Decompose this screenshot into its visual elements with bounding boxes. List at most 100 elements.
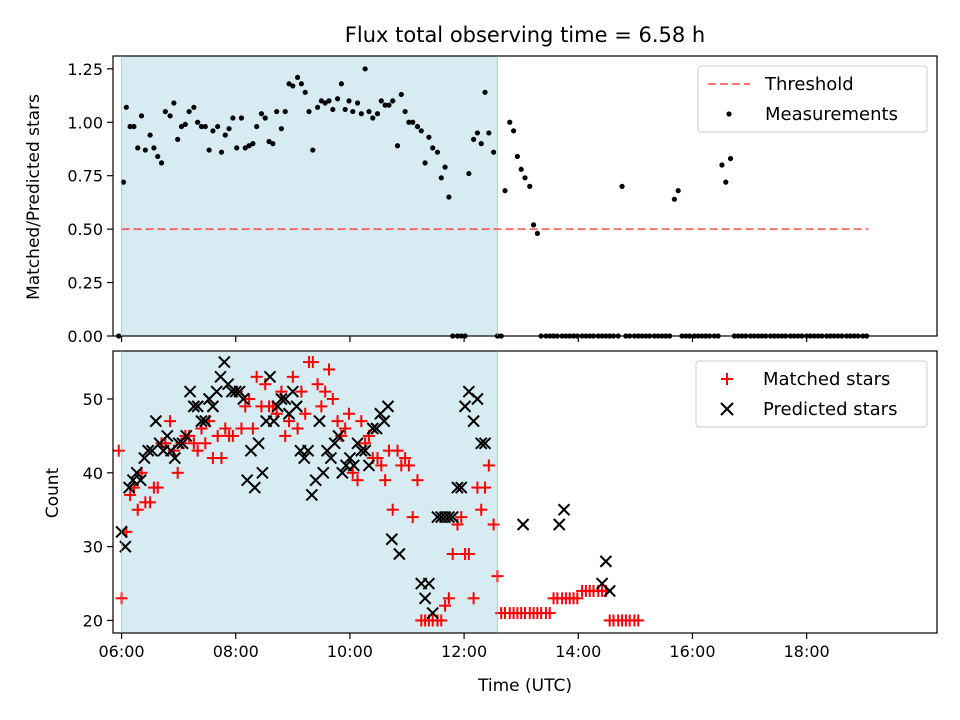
measurement-point (182, 121, 188, 127)
x-tick-label: 16:00 (669, 642, 715, 661)
measurement-point (310, 147, 316, 153)
measurement-point (123, 104, 129, 110)
measurement-point (322, 100, 328, 106)
measurement-point (120, 179, 127, 185)
measurement-point (171, 100, 177, 106)
measurement-point (338, 81, 344, 87)
x-tick-label: 06:00 (99, 642, 145, 661)
predicted-star-point (377, 414, 391, 428)
bottom-y-ticks: 20 30 40 50 (83, 390, 113, 630)
predicted-star-point (149, 414, 163, 428)
matched-star-point (455, 511, 468, 524)
predicted-star-point (553, 518, 566, 531)
measurement-point (390, 98, 396, 104)
matched-star-point (355, 415, 368, 428)
measurement-point (274, 108, 280, 115)
predicted-star-point (381, 400, 395, 413)
measurement-point (270, 141, 276, 147)
predicted-star-point (301, 444, 315, 457)
measurement-point (210, 128, 216, 134)
measurement-point (191, 104, 197, 110)
measurement-point (290, 83, 296, 89)
predicted-star-point (426, 606, 439, 620)
x-tick-label: 10:00 (327, 642, 373, 661)
y-tick-label: 50 (83, 390, 103, 409)
measurement-point (346, 98, 352, 104)
measurement-point (238, 115, 245, 121)
measurement-point (518, 166, 524, 172)
y-tick-label: 1.00 (67, 113, 103, 132)
predicted-star-point (446, 510, 459, 524)
matched-star-point (279, 429, 292, 442)
matched-star-point (351, 474, 364, 487)
matched-star-point (406, 511, 419, 524)
predicted-star-point (458, 400, 472, 413)
matched-star-point (322, 363, 335, 376)
measurement-point (234, 145, 240, 151)
predicted-star-point (237, 392, 250, 406)
measurement-point (258, 111, 265, 117)
matched-star-point (291, 422, 304, 435)
matched-star-point (411, 474, 424, 487)
measurement-point (314, 104, 321, 110)
matched-star-point (479, 481, 492, 494)
measurement-point (358, 111, 364, 117)
measurement-point (262, 115, 268, 121)
measurement-point (167, 113, 173, 119)
measurement-point (334, 96, 341, 102)
measurement-point (530, 222, 537, 228)
measurement-point (175, 136, 181, 142)
measurement-point (466, 170, 472, 177)
measurement-point (151, 145, 157, 151)
predicted-star-point (336, 466, 349, 480)
matched-star-point (399, 452, 412, 465)
measurement-point (215, 123, 221, 130)
matched-star-point (342, 407, 355, 420)
measurement-point (366, 108, 372, 115)
measurement-point (155, 153, 161, 160)
matched-star-point (283, 415, 296, 428)
predicted-star-point (130, 466, 143, 480)
legend-predicted-label: Predicted stars (763, 399, 897, 420)
matched-star-point (239, 400, 252, 413)
predicted-star-point (475, 437, 488, 450)
predicted-star-point (478, 437, 492, 450)
predicted-star-point (362, 459, 376, 472)
measurement-point (226, 126, 232, 132)
measurement-point (422, 160, 428, 166)
predicted-star-point (603, 584, 616, 598)
predicted-star-point (180, 429, 193, 443)
predicted-star-point (471, 392, 484, 406)
matched-star-point (375, 459, 388, 472)
legend-measurements-label: Measurements (765, 104, 898, 125)
measurement-point (478, 141, 484, 147)
measurement-point (318, 98, 324, 104)
predicted-star-point (252, 437, 265, 450)
top-x-ticks (120, 336, 808, 342)
predicted-star-point (161, 429, 174, 443)
measurement-point (723, 179, 729, 185)
predicted-star-point (298, 451, 311, 465)
y-tick-label: 0.00 (67, 327, 103, 346)
measurement-point (142, 147, 148, 153)
matched-star-point (315, 400, 328, 413)
measurement-point (394, 143, 401, 149)
top-legend: Threshold Measurements (697, 65, 928, 133)
matched-star-point (391, 444, 404, 457)
legend-measurements-swatch (726, 111, 732, 117)
measurement-point (406, 119, 412, 125)
measurement-point (206, 147, 212, 153)
predicted-star-point (467, 414, 480, 428)
matched-star-point (446, 548, 459, 561)
predicted-star-point (442, 510, 456, 524)
matched-star-point (482, 459, 495, 472)
predicted-star-point (286, 385, 300, 398)
measurement-point (414, 123, 421, 130)
measurement-point (471, 136, 477, 142)
matched-star-point (543, 607, 556, 620)
measurement-point (410, 119, 416, 125)
measurements-points (116, 66, 870, 339)
measurement-point (491, 149, 497, 155)
predicted-star-point (218, 355, 231, 369)
predicted-star-point (516, 518, 530, 531)
